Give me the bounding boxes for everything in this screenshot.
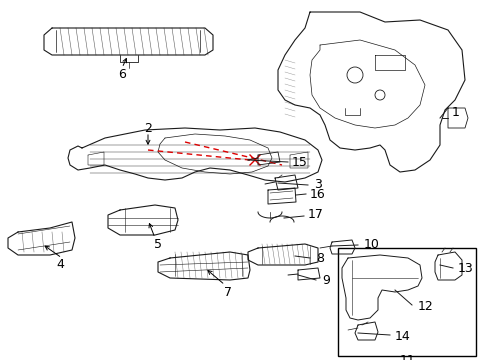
Bar	[337, 248, 475, 356]
Text: 15: 15	[291, 156, 307, 168]
Text: 8: 8	[315, 252, 324, 265]
Text: 3: 3	[313, 179, 321, 192]
Text: 9: 9	[321, 274, 329, 287]
Text: 12: 12	[417, 301, 433, 314]
Text: 5: 5	[154, 238, 162, 252]
Text: 7: 7	[224, 285, 231, 298]
Text: 13: 13	[457, 261, 473, 274]
Text: 17: 17	[307, 208, 323, 221]
Text: 11: 11	[399, 354, 415, 360]
Text: 14: 14	[394, 330, 410, 343]
Text: 10: 10	[363, 238, 379, 252]
Text: 6: 6	[118, 68, 126, 81]
Text: 4: 4	[56, 258, 64, 271]
Text: 1: 1	[451, 107, 459, 120]
Text: 2: 2	[144, 122, 152, 135]
Text: 16: 16	[309, 188, 325, 201]
